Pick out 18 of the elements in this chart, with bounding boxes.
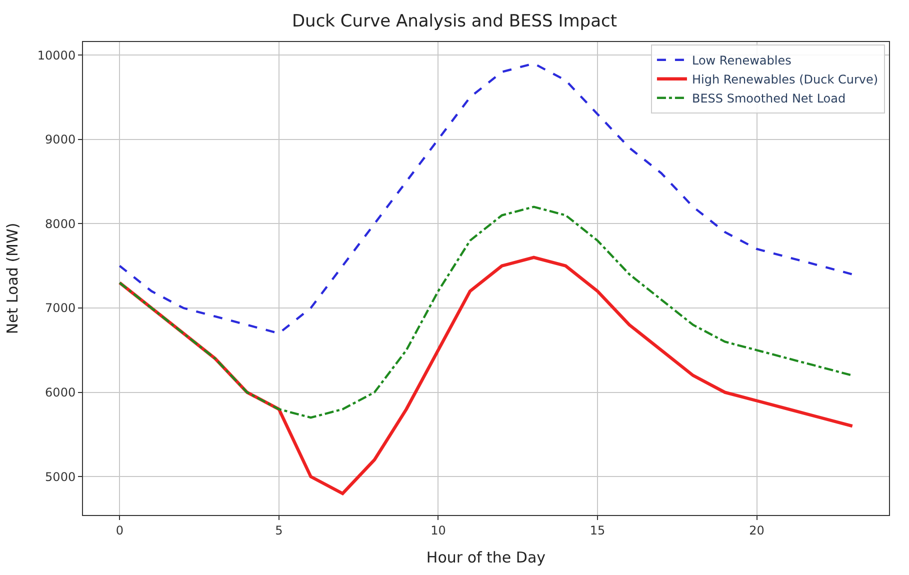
- y-axis-title: Net Load (MW): [4, 222, 22, 334]
- legend-label: BESS Smoothed Net Load: [692, 92, 846, 106]
- y-tick-label: 8000: [45, 216, 76, 231]
- y-tick-label: 6000: [45, 386, 76, 400]
- y-tick-label: 10000: [37, 48, 76, 62]
- y-tick-label: 5000: [45, 470, 76, 484]
- y-tick-label: 9000: [45, 132, 76, 147]
- line-series: [118, 206, 854, 419]
- legend-label: Low Renewables: [692, 54, 792, 68]
- x-axis-title: Hour of the Day: [426, 548, 546, 566]
- x-tick-label: 10: [430, 523, 446, 538]
- chart-title: Duck Curve Analysis and BESS Impact: [292, 11, 618, 32]
- x-tick-label: 5: [275, 523, 283, 538]
- x-tick-label: 20: [749, 523, 764, 538]
- legend-label: High Renewables (Duck Curve): [692, 72, 878, 87]
- x-tick-label: 0: [116, 523, 124, 538]
- y-tick-label: 7000: [45, 301, 76, 316]
- x-tick-label: 15: [590, 523, 606, 538]
